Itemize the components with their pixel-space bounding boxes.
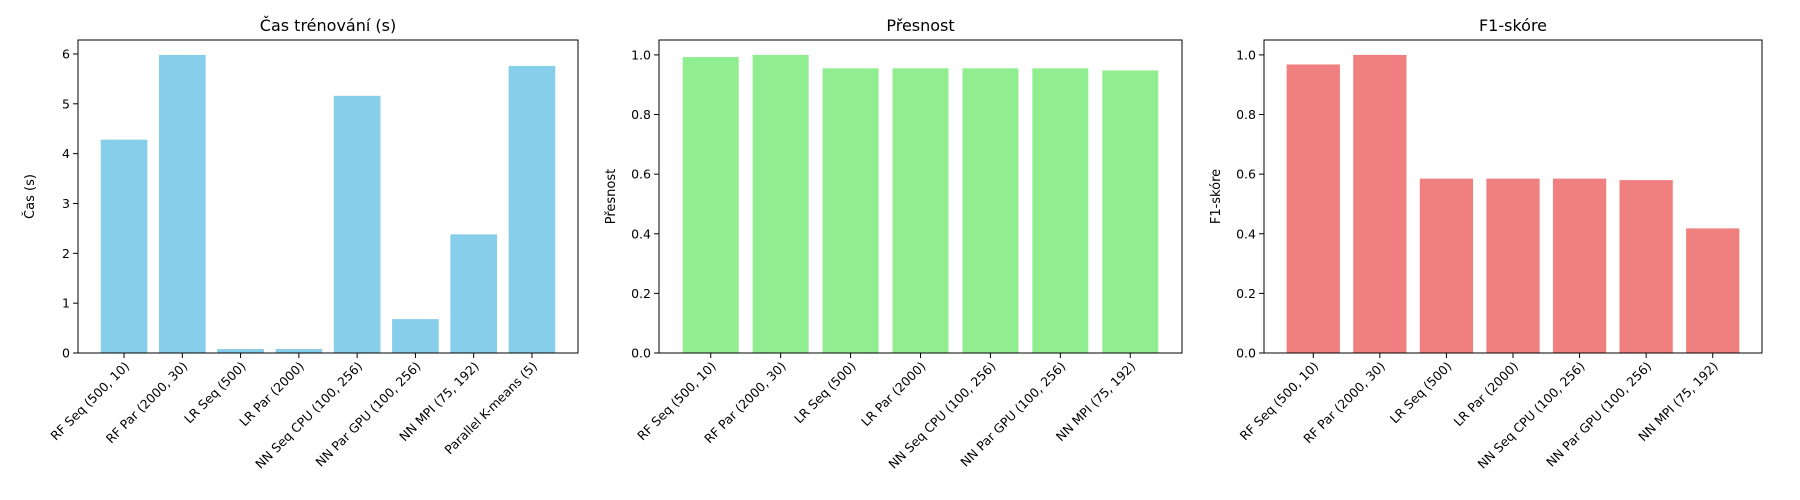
y-tick-label: 0.0: [1236, 346, 1256, 361]
y-tick-label: 0.8: [1236, 107, 1256, 122]
x-tick-label: LR Par (2000): [858, 359, 929, 430]
chart-title: Čas trénování (s): [260, 16, 396, 35]
bar: [159, 54, 206, 353]
bar: [1486, 178, 1540, 353]
y-tick-label: 0.6: [1236, 167, 1256, 182]
bar: [1619, 180, 1673, 353]
bar: [822, 68, 879, 353]
chart-panel-3: 0.00.20.40.60.81.0RF Seq (500, 10)RF Par…: [1209, 16, 1763, 472]
y-tick-label: 2: [62, 246, 70, 261]
y-axis-label: F1-skóre: [1209, 169, 1224, 224]
bar: [508, 65, 556, 354]
y-tick-label: 0.0: [631, 346, 651, 361]
x-tick-label: NN Seq CPU (100, 256): [1475, 359, 1588, 472]
bar: [1419, 178, 1474, 353]
bar: [1032, 68, 1089, 353]
y-tick-label: 0.2: [1236, 286, 1256, 301]
y-tick-label: 3: [62, 196, 70, 211]
bar: [275, 349, 323, 353]
bar: [392, 319, 439, 353]
y-tick-label: 0.4: [1236, 226, 1256, 241]
y-tick-label: 0.2: [631, 286, 651, 301]
y-tick-label: 4: [62, 146, 70, 161]
bar: [450, 234, 497, 353]
plot-frame: [77, 39, 579, 354]
chart-title: F1-skóre: [1479, 16, 1547, 35]
chart-panel-2: 0.00.20.40.60.81.0RF Seq (500, 10)RF Par…: [604, 16, 1183, 472]
bar: [1353, 54, 1407, 354]
y-axis-label: Přesnost: [604, 169, 619, 225]
y-tick-label: 5: [62, 96, 70, 111]
bar: [217, 349, 264, 353]
y-tick-label: 0: [62, 346, 70, 361]
chart-title: Přesnost: [886, 16, 954, 35]
bar: [1286, 64, 1340, 353]
bar: [1686, 228, 1740, 353]
y-tick-label: 1: [62, 296, 70, 311]
x-tick-label: NN Seq CPU (100, 256): [252, 359, 365, 472]
y-tick-label: 0.6: [631, 167, 651, 182]
x-tick-label: LR Par (2000): [1450, 359, 1521, 430]
bar: [962, 68, 1019, 353]
y-tick-label: 6: [62, 46, 70, 61]
y-tick-label: 1.0: [631, 47, 651, 62]
bar: [892, 68, 949, 353]
x-tick-label: NN Par GPU (100, 256): [312, 359, 423, 470]
bar: [682, 56, 739, 354]
bar: [752, 54, 809, 354]
bar: [333, 95, 381, 353]
bar: [1102, 70, 1159, 353]
bar: [100, 139, 148, 353]
x-tick-label: LR Seq (500): [791, 359, 859, 427]
y-tick-label: 1.0: [1236, 47, 1256, 62]
y-tick-label: 0.4: [631, 226, 651, 241]
y-axis-label: Čas (s): [22, 174, 38, 219]
x-tick-label: LR Seq (500): [1387, 359, 1455, 427]
y-tick-label: 0.8: [631, 107, 651, 122]
bar: [1552, 178, 1607, 353]
